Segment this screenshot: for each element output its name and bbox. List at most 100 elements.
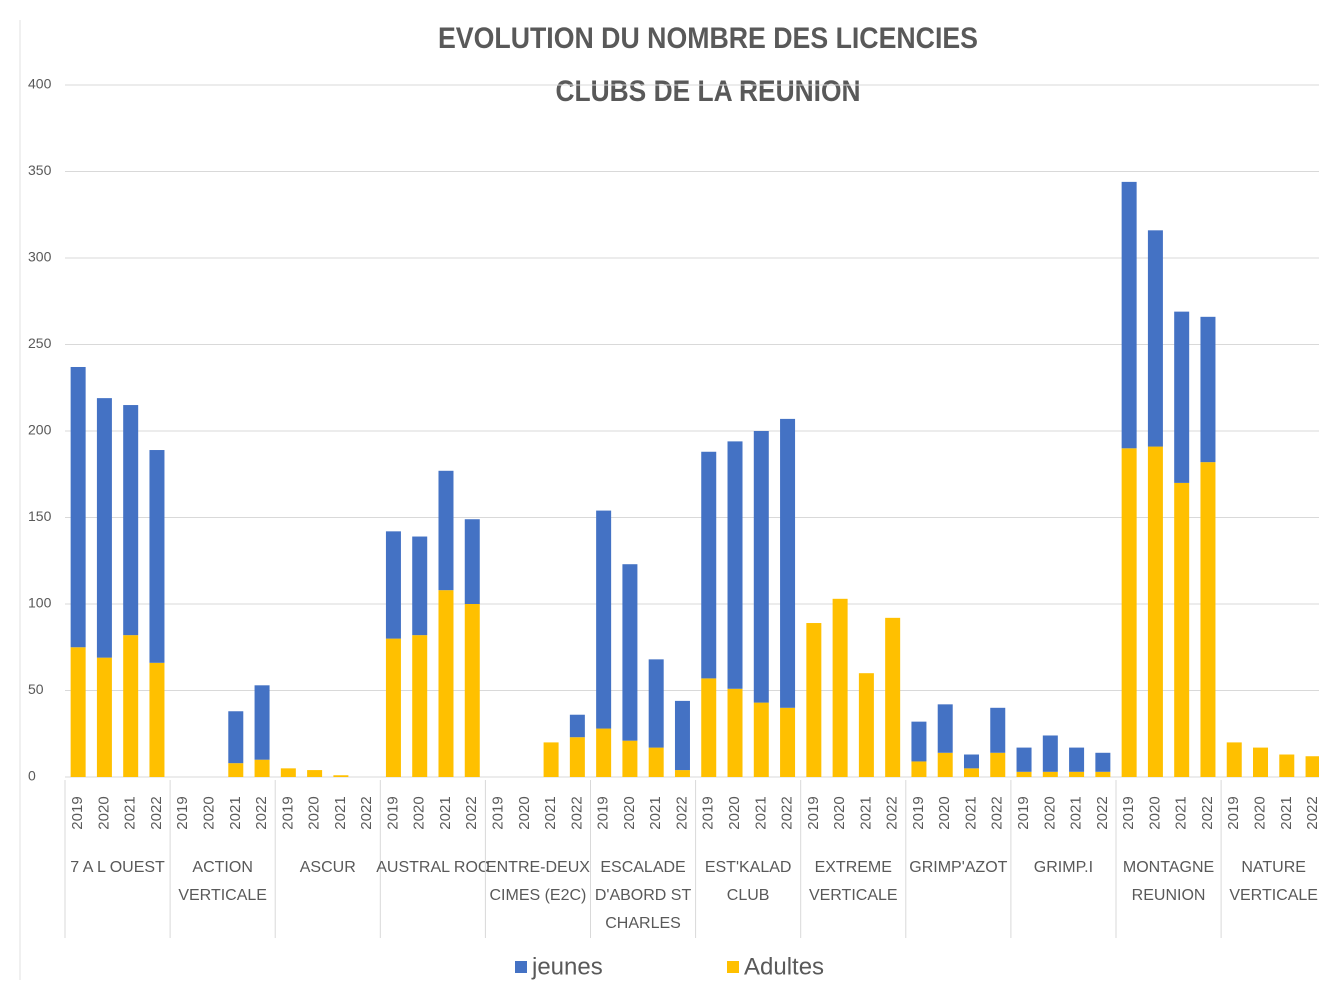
bar-segment — [1147, 446, 1163, 777]
x-tick-label: 2020 — [831, 796, 848, 829]
group-label: EXTREME — [815, 859, 892, 876]
group-label: REUNION — [1132, 887, 1206, 904]
y-tick-label: 300 — [28, 249, 52, 265]
x-tick-label: 2019 — [805, 796, 822, 829]
bar-segment — [832, 598, 848, 777]
y-tick-label: 200 — [28, 422, 52, 438]
group-label: CHARLES — [605, 915, 681, 932]
bar-segment — [1016, 771, 1032, 777]
legend-swatch — [515, 961, 527, 973]
bar-segment — [1174, 311, 1190, 483]
x-tick-label: 2022 — [1094, 796, 1111, 829]
x-tick-label: 2022 — [358, 796, 375, 829]
bar-segment — [385, 531, 401, 639]
x-tick-label: 2021 — [647, 796, 664, 829]
bar-segment — [254, 685, 270, 760]
bar-segment — [1095, 771, 1111, 777]
bar-segment — [149, 662, 165, 777]
bar-segment — [1226, 742, 1242, 777]
bar-segment — [438, 470, 454, 591]
chart-title: CLUBS DE LA REUNION — [556, 75, 861, 108]
x-tick-label: 2020 — [411, 796, 428, 829]
x-tick-label: 2020 — [1041, 796, 1058, 829]
bar-segment — [780, 707, 796, 777]
x-tick-label: 2020 — [95, 796, 112, 829]
bar-segment — [149, 450, 165, 663]
group-label: ACTION — [192, 859, 252, 876]
x-tick-label: 2020 — [621, 796, 638, 829]
y-tick-label: 50 — [28, 681, 44, 697]
x-tick-label: 2019 — [1015, 796, 1032, 829]
bar-segment — [753, 431, 769, 703]
x-tick-label: 2020 — [1146, 796, 1163, 829]
x-tick-label: 2021 — [542, 796, 559, 829]
bar-segment — [1253, 747, 1269, 777]
bar-segment — [858, 673, 874, 777]
bar-segment — [885, 617, 901, 777]
group-label: VERTICALE — [809, 887, 898, 904]
legend-label: Adultes — [744, 953, 824, 980]
x-tick-label: 2022 — [884, 796, 901, 829]
group-label: EST'KALAD — [705, 859, 792, 876]
bar-segment — [648, 659, 664, 748]
bar-segment — [622, 564, 638, 741]
bar-segment — [753, 702, 769, 777]
group-label: VERTICALE — [1229, 887, 1318, 904]
x-tick-label: 2022 — [1199, 796, 1216, 829]
x-tick-label: 2020 — [516, 796, 533, 829]
bar-segment — [307, 770, 323, 777]
bar-segment — [674, 700, 690, 771]
x-tick-label: 2021 — [752, 796, 769, 829]
x-tick-label: 2021 — [962, 796, 979, 829]
bar-segment — [1095, 752, 1111, 772]
bar-segment — [333, 775, 349, 777]
x-tick-label: 2019 — [700, 796, 717, 829]
x-tick-label: 2020 — [726, 796, 743, 829]
x-tick-label: 2019 — [595, 796, 612, 829]
x-tick-label: 2022 — [148, 796, 165, 829]
bar-segment — [96, 398, 112, 658]
y-tick-label: 150 — [28, 508, 52, 524]
group-label: GRIMP'AZOT — [909, 859, 1007, 876]
bar-segment — [596, 728, 612, 777]
bar-segment — [990, 707, 1006, 753]
x-tick-label: 2019 — [1225, 796, 1242, 829]
bar-segment — [990, 752, 1006, 777]
x-tick-label: 2019 — [490, 796, 507, 829]
x-tick-label: 2020 — [200, 796, 217, 829]
bar-segment — [780, 418, 796, 708]
x-tick-label: 2022 — [673, 796, 690, 829]
bar-segment — [727, 441, 743, 689]
group-label: ENTRE-DEUX — [486, 859, 590, 876]
chart-title: EVOLUTION DU NOMBRE DES LICENCIES — [438, 22, 978, 55]
x-tick-label: 2021 — [227, 796, 244, 829]
bar-segment — [412, 635, 428, 777]
bar-segment — [228, 711, 244, 764]
bar-segment — [1121, 448, 1137, 777]
x-tick-label: 2019 — [279, 796, 296, 829]
bar-segment — [1305, 756, 1319, 777]
bar-segment — [963, 768, 979, 777]
bar-segment — [911, 721, 927, 762]
bar-segment — [937, 752, 953, 777]
x-tick-label: 2019 — [384, 796, 401, 829]
y-tick-label: 350 — [28, 162, 52, 178]
bar-segment — [1200, 316, 1216, 463]
bar-segment — [280, 768, 296, 777]
x-tick-label: 2019 — [910, 796, 927, 829]
x-tick-label: 2021 — [1068, 796, 1085, 829]
bar-segment — [727, 688, 743, 777]
bar-segment — [123, 405, 139, 636]
bar-segment — [701, 678, 717, 777]
x-tick-label: 2020 — [1251, 796, 1268, 829]
bar-segment — [569, 714, 585, 738]
group-label: ASCUR — [300, 859, 356, 876]
group-label: ESCALADE — [600, 859, 685, 876]
group-label: VERTICALE — [178, 887, 267, 904]
y-tick-label: 0 — [28, 768, 36, 784]
x-tick-label: 2022 — [463, 796, 480, 829]
bar-segment — [70, 366, 86, 648]
bar-segment — [254, 759, 270, 777]
bar-segment — [911, 761, 927, 777]
